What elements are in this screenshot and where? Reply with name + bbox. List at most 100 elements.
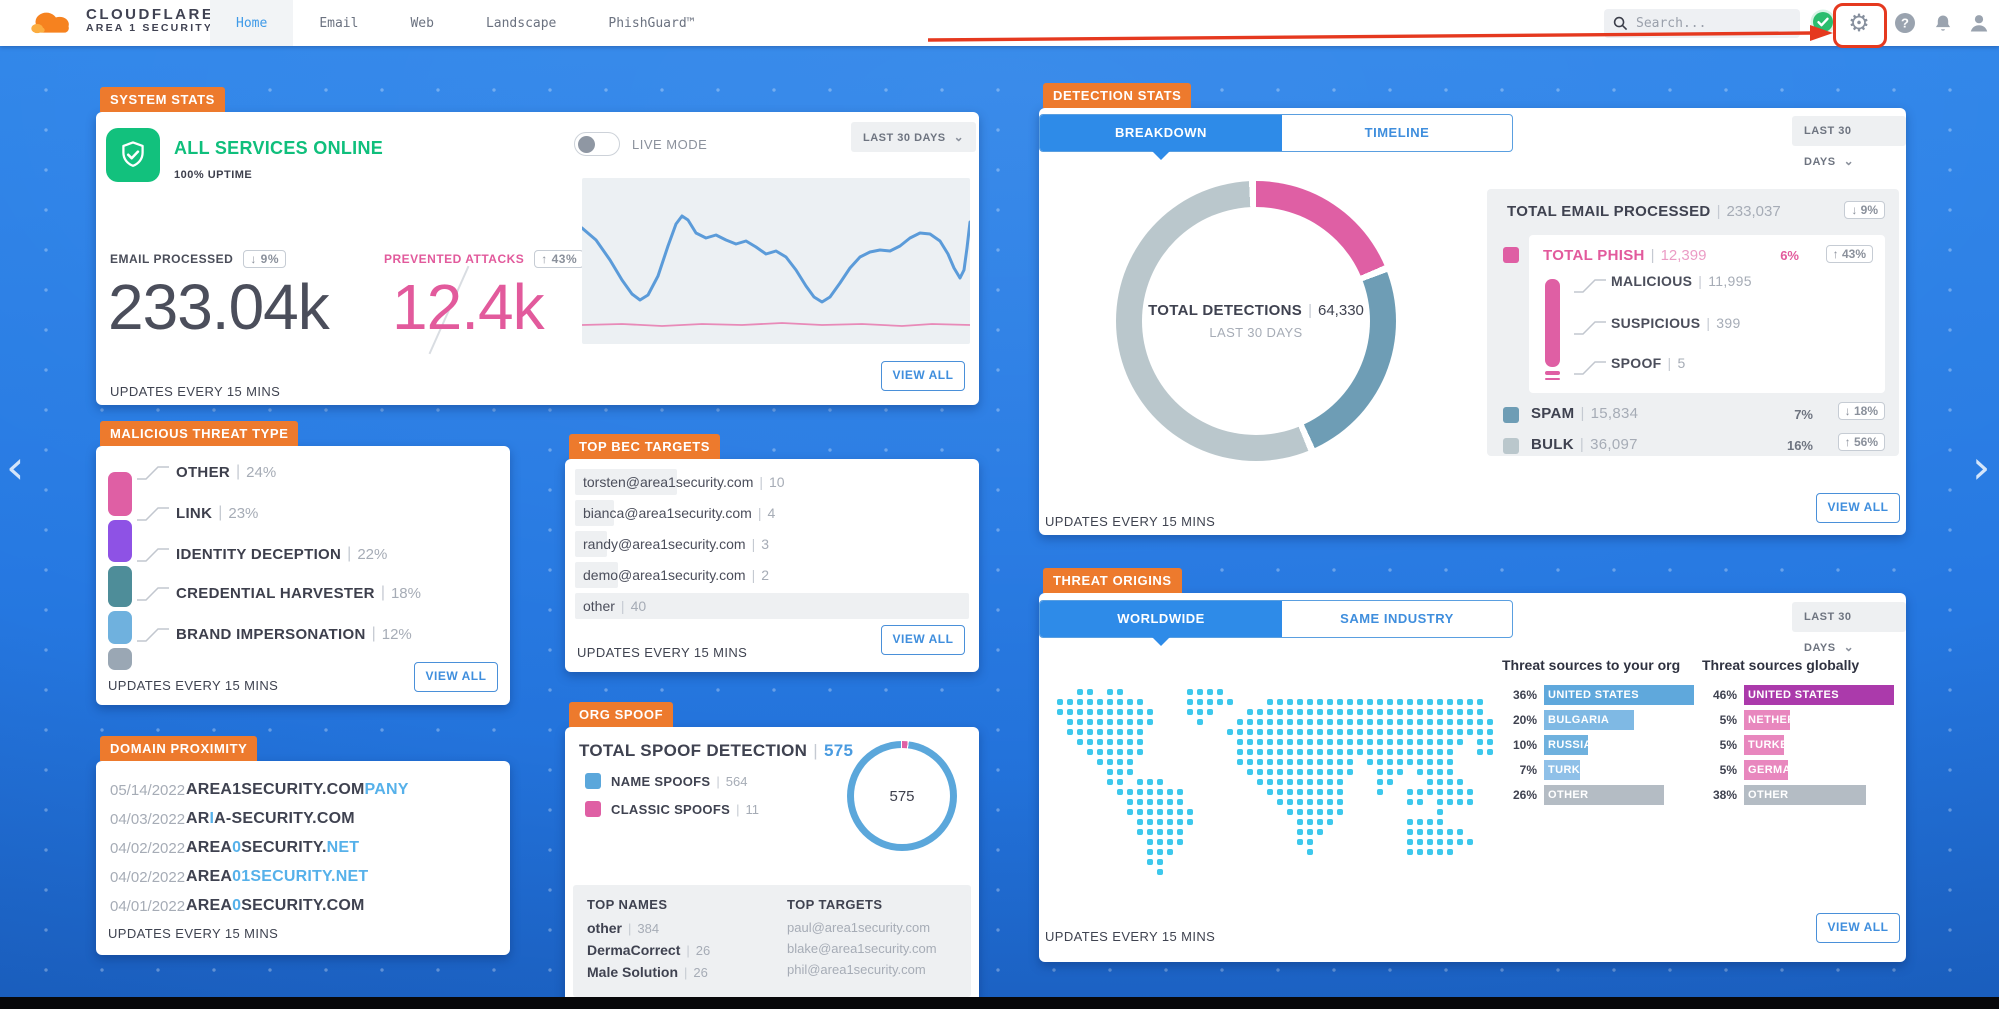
origins-view-all-button[interactable]: VIEW ALL xyxy=(1816,913,1900,943)
top-target-row: blake@area1security.com xyxy=(787,941,937,956)
domain-row[interactable]: 04/01/2022 AREA0SECURITY.COM xyxy=(110,897,365,915)
prevented-attacks-value: 12.4k xyxy=(392,271,545,343)
system-range-dropdown[interactable]: LAST 30 DAYS ⌄ xyxy=(851,122,977,152)
chevron-down-icon: ⌄ xyxy=(953,130,965,144)
phish-sub-row-suspicious: SUSPICIOUS | 399 xyxy=(1573,315,1741,339)
origins-range-dropdown[interactable]: LAST 30 DAYS ⌄ xyxy=(1792,602,1906,654)
bec-target-row[interactable]: torsten@area1security.com | 10 xyxy=(575,469,969,495)
origin-row-other: 38% OTHER xyxy=(1694,785,1899,805)
suspicious-bar-segment xyxy=(1545,371,1560,375)
nav-item-email[interactable]: Email xyxy=(319,15,359,31)
origin-row-turkey: 5% TURKEY xyxy=(1694,735,1899,755)
services-shield-icon xyxy=(106,128,160,182)
threat-legend-row: IDENTITY DECEPTION | 22% xyxy=(136,542,387,566)
card-badge-threat-origins: THREAT ORIGINS xyxy=(1043,568,1182,593)
search-icon xyxy=(1613,16,1628,31)
threat-type-stacked-bar xyxy=(108,472,132,670)
nav-item-phishguard[interactable]: PhishGuard™ xyxy=(608,15,695,31)
detection-view-all-button[interactable]: VIEW ALL xyxy=(1816,493,1900,523)
phish-vertical-bar xyxy=(1545,279,1560,367)
global-sources-header: Threat sources globally xyxy=(1702,657,1860,673)
live-mode-toggle[interactable] xyxy=(574,132,620,156)
prevented-attacks-label: PREVENTED ATTACKS ↑ 43% xyxy=(384,250,585,268)
threat-legend-row: LINK | 23% xyxy=(136,501,258,525)
settings-gear-icon[interactable]: ⚙ xyxy=(1848,9,1870,37)
uptime-text: 100% UPTIME xyxy=(174,169,253,181)
status-shield-check-icon[interactable] xyxy=(1810,9,1836,35)
card-badge-top-bec-targets: TOP BEC TARGETS xyxy=(569,434,721,459)
nav-item-home[interactable]: Home xyxy=(210,0,294,46)
origin-row-united-states: 36% UNITED STATES xyxy=(1494,685,1699,705)
brand[interactable]: CLOUDFLARE AREA 1 SECURITY xyxy=(28,5,214,37)
top-names-column: TOP NAMES other | 384 DermaCorrect | 26 Male S… xyxy=(587,897,710,986)
origins-tab-worldwide[interactable]: WORLDWIDE xyxy=(1040,601,1282,646)
search-box[interactable] xyxy=(1604,9,1800,38)
origins-tab-same-industry[interactable]: SAME INDUSTRY xyxy=(1340,611,1454,626)
spoof-detail-box: TOP NAMES other | 384 DermaCorrect | 26 Male S… xyxy=(573,885,971,997)
bec-view-all-button[interactable]: VIEW ALL xyxy=(881,625,965,655)
detection-stats-card: DETECTION STATS BREAKDOWN TIMELINE LAST 3… xyxy=(1039,83,1906,535)
detection-row-spam: SPAM | 15,834 7% ↓ 18% xyxy=(1503,402,1885,427)
threat-bar-segment-brand-impersonation xyxy=(108,647,132,670)
brand-subname: AREA 1 SECURITY xyxy=(86,22,214,35)
threat-legend-row: CREDENTIAL HARVESTER | 18% xyxy=(136,581,421,605)
domain-row[interactable]: 05/14/2022 AREA1SECURITY.COMPANY xyxy=(110,781,409,799)
origin-row-other: 26% OTHER xyxy=(1494,785,1699,805)
global-sources-list: 46% UNITED STATES 5% NETHERLANDS 5% TURKEY… xyxy=(1694,685,1899,810)
bec-target-row[interactable]: other | 40 xyxy=(575,593,969,619)
carousel-prev-chevron[interactable]: ‹ xyxy=(6,440,25,494)
detection-breakdown-panel: TOTAL EMAIL PROCESSED | 233,037 ↓ 9% TOTAL… xyxy=(1487,189,1899,456)
updates-text: UPDATES EVERY 15 MINS xyxy=(1045,514,1216,529)
updates-text: UPDATES EVERY 15 MINS xyxy=(108,678,279,693)
threat-bar-segment-credential-harvester xyxy=(108,610,132,644)
system-stats-card: SYSTEM STATS ALL SERVICES ONLINE 100% UP… xyxy=(96,87,979,405)
detection-tab-timeline[interactable]: TIMELINE xyxy=(1364,125,1430,140)
user-profile-icon[interactable] xyxy=(1966,10,1992,36)
carousel-next-chevron[interactable]: › xyxy=(1972,440,1991,494)
world-dot-map xyxy=(1047,689,1517,889)
domain-row[interactable]: 04/03/2022 ARIA-SECURITY.COM xyxy=(110,810,355,828)
top-names-title: TOP NAMES xyxy=(587,897,668,912)
bec-target-row[interactable]: randy@area1security.com | 3 xyxy=(575,531,969,557)
notifications-bell-icon[interactable] xyxy=(1930,10,1956,36)
system-sparkline-chart xyxy=(580,178,972,344)
chevron-down-icon: ⌄ xyxy=(1843,154,1855,168)
top-nav: CLOUDFLARE AREA 1 SECURITY Home Email Web L… xyxy=(0,0,1999,46)
threat-bar-segment-link xyxy=(108,520,132,563)
spoof-legend-row: NAME SPOOFS | 564 xyxy=(585,773,747,789)
detection-range-dropdown[interactable]: LAST 30 DAYS ⌄ xyxy=(1792,116,1906,168)
org-sources-list: 36% UNITED STATES 20% BULGARIA 10% RUSSIA 7… xyxy=(1494,685,1699,810)
nav-item-web[interactable]: Web xyxy=(410,15,434,31)
domain-row[interactable]: 04/02/2022 AREA01SECURITY.NET xyxy=(110,868,369,886)
origins-tabs: WORLDWIDE SAME INDUSTRY xyxy=(1039,600,1513,646)
search-input[interactable] xyxy=(1636,16,1786,31)
total-email-delta-badge: ↓ 9% xyxy=(1844,201,1885,219)
system-view-all-button[interactable]: VIEW ALL xyxy=(881,361,965,391)
updates-text: UPDATES EVERY 15 MINS xyxy=(1045,929,1216,944)
domain-row[interactable]: 04/02/2022 AREA0SECURITY.NET xyxy=(110,839,360,857)
updates-text: UPDATES EVERY 15 MINS xyxy=(108,926,279,941)
top-name-row: other | 384 xyxy=(587,920,660,936)
bec-target-row[interactable]: bianca@area1security.com | 4 xyxy=(575,500,969,526)
nav-item-landscape[interactable]: Landscape xyxy=(485,15,557,31)
detection-donut-center: TOTAL DETECTIONS | 64,330 LAST 30 DAYS xyxy=(1148,302,1364,340)
email-processed-value: 233.04k xyxy=(108,271,330,343)
detection-tab-breakdown[interactable]: BREAKDOWN xyxy=(1040,115,1282,160)
help-icon[interactable]: ? xyxy=(1892,10,1918,36)
services-status-text: ALL SERVICES ONLINE xyxy=(174,138,384,158)
bec-target-row[interactable]: demo@area1security.com | 2 xyxy=(575,562,969,588)
origin-row-netherlands: 5% NETHERLANDS xyxy=(1694,710,1899,730)
prevented-attacks-delta-badge: ↑ 43% xyxy=(534,250,585,268)
live-mode-label: LIVE MODE xyxy=(632,137,708,152)
threat-bar-segment-other xyxy=(108,472,132,517)
phish-color-chip xyxy=(1503,247,1519,263)
threat-view-all-button[interactable]: VIEW ALL xyxy=(414,662,498,692)
card-badge-system-stats: SYSTEM STATS xyxy=(100,87,225,112)
top-bec-targets-card: TOP BEC TARGETS torsten@area1security.co… xyxy=(565,434,979,672)
top-name-row: Male Solution | 26 xyxy=(587,964,708,980)
bottom-bar xyxy=(0,997,1999,1009)
malicious-threat-type-card: MALICIOUS THREAT TYPE OTHER | 24% LINK | 23% I… xyxy=(96,421,510,705)
card-badge-org-spoof: ORG SPOOF xyxy=(569,702,674,727)
updates-text: UPDATES EVERY 15 MINS xyxy=(110,384,281,399)
